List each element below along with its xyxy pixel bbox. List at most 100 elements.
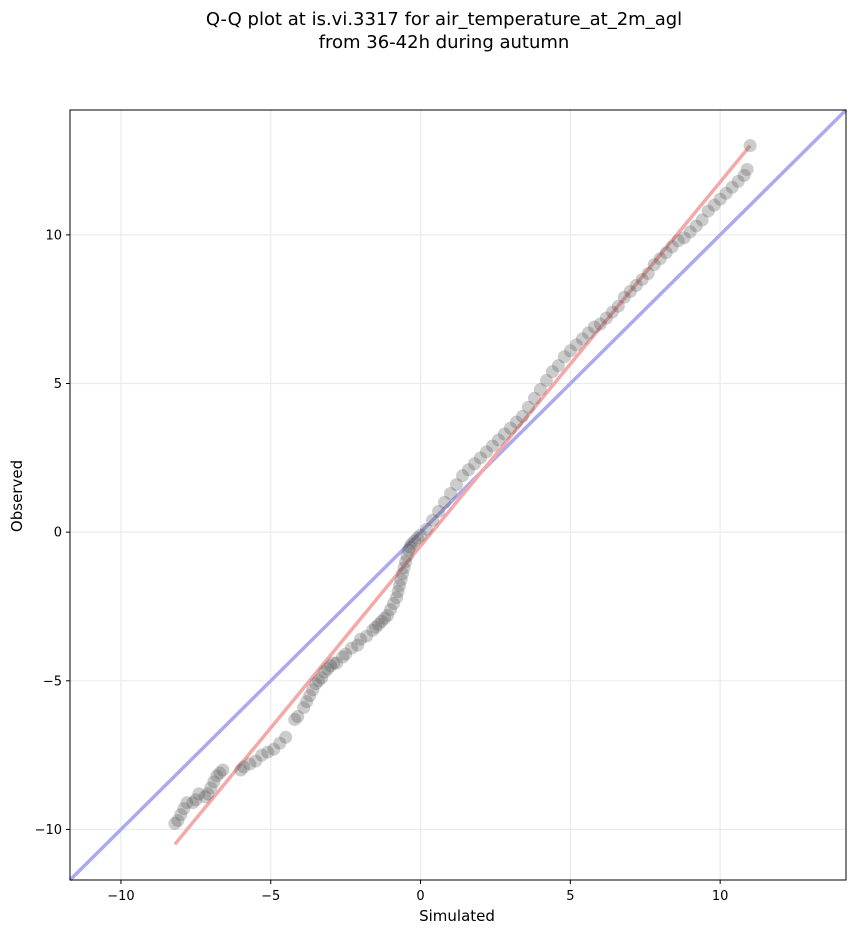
- data-point: [533, 382, 547, 396]
- data-point: [713, 192, 727, 206]
- data-point: [397, 561, 411, 575]
- data-point: [647, 258, 661, 272]
- data-point: [396, 567, 410, 581]
- x-tick-label: −10: [107, 889, 134, 904]
- x-tick-label: −5: [261, 889, 280, 904]
- data-point: [273, 736, 287, 750]
- data-point: [593, 317, 607, 331]
- plot-frame: [69, 109, 847, 881]
- data-point: [321, 662, 335, 676]
- data-point: [393, 579, 407, 593]
- data-point: [450, 478, 464, 492]
- data-point: [461, 463, 475, 477]
- data-point: [366, 623, 380, 637]
- data-point: [177, 802, 191, 816]
- data-point: [354, 632, 368, 646]
- data-point: [372, 617, 386, 631]
- data-point: [605, 305, 619, 319]
- data-point: [309, 677, 323, 691]
- data-point: [390, 591, 404, 605]
- data-point: [420, 522, 434, 536]
- data-point: [315, 671, 329, 685]
- y-tick-label: −10: [35, 823, 62, 838]
- y-tick-label: 5: [54, 377, 62, 392]
- grid-lines: [70, 110, 846, 880]
- data-point: [237, 760, 251, 774]
- data-point: [611, 299, 625, 313]
- data-point: [683, 225, 697, 239]
- data-point: [629, 278, 643, 292]
- data-point: [575, 332, 589, 346]
- data-point: [659, 246, 673, 260]
- x-tick-label: 0: [416, 889, 424, 904]
- data-point: [671, 234, 685, 248]
- data-point: [725, 180, 739, 194]
- reference-lines: [68, 108, 848, 882]
- data-point: [186, 796, 200, 810]
- data-point: [509, 415, 523, 429]
- data-point: [261, 745, 275, 759]
- data-point: [408, 534, 422, 548]
- fit-line: [173, 144, 752, 846]
- data-point: [330, 656, 344, 670]
- data-point: [243, 757, 257, 771]
- data-point: [587, 320, 601, 334]
- data-point: [336, 650, 350, 664]
- data-point: [737, 168, 751, 182]
- data-point: [400, 549, 414, 563]
- y-tick-label: 0: [54, 526, 62, 541]
- data-point: [473, 451, 487, 465]
- data-point: [378, 611, 392, 625]
- data-point: [291, 709, 305, 723]
- data-point: [327, 656, 341, 670]
- data-point: [394, 573, 408, 587]
- data-point: [381, 608, 395, 622]
- data-point: [707, 198, 721, 212]
- data-point: [180, 796, 194, 810]
- data-point: [665, 240, 679, 254]
- data-point: [414, 528, 428, 542]
- data-point: [740, 162, 754, 176]
- data-point: [557, 350, 571, 364]
- data-point: [192, 787, 206, 801]
- data-point: [599, 311, 613, 325]
- data-point: [267, 742, 281, 756]
- data-point: [234, 763, 248, 777]
- data-point: [641, 267, 655, 281]
- data-point: [306, 683, 320, 697]
- data-point: [249, 754, 263, 768]
- data-point: [403, 540, 417, 554]
- chart-title: Q-Q plot at is.vi.3317 for air_temperatu…: [206, 9, 682, 30]
- data-points: [168, 139, 757, 831]
- y-tick-label: −5: [43, 674, 62, 689]
- data-point: [312, 674, 326, 688]
- data-point: [174, 808, 188, 822]
- data-point: [569, 338, 583, 352]
- data-point: [213, 766, 227, 780]
- data-point: [402, 543, 416, 557]
- data-point: [303, 689, 317, 703]
- data-point: [207, 775, 221, 789]
- data-point: [168, 817, 182, 831]
- x-axis-label: Simulated: [419, 907, 495, 925]
- data-point: [743, 139, 757, 153]
- data-point: [324, 659, 338, 673]
- data-point: [279, 730, 293, 744]
- data-point: [653, 252, 667, 266]
- data-point: [731, 174, 745, 188]
- data-point: [551, 359, 565, 373]
- data-point: [635, 272, 649, 286]
- data-point: [339, 647, 353, 661]
- data-point: [539, 374, 553, 388]
- data-point: [288, 712, 302, 726]
- data-point: [455, 469, 469, 483]
- data-point: [411, 531, 425, 545]
- data-point: [485, 439, 499, 453]
- data-point: [623, 284, 637, 298]
- y-axis-label: Observed: [8, 460, 26, 532]
- chart-subtitle: from 36-42h during autumn: [319, 32, 570, 53]
- plot-area: [68, 108, 848, 882]
- data-point: [503, 421, 517, 435]
- data-point: [432, 504, 446, 518]
